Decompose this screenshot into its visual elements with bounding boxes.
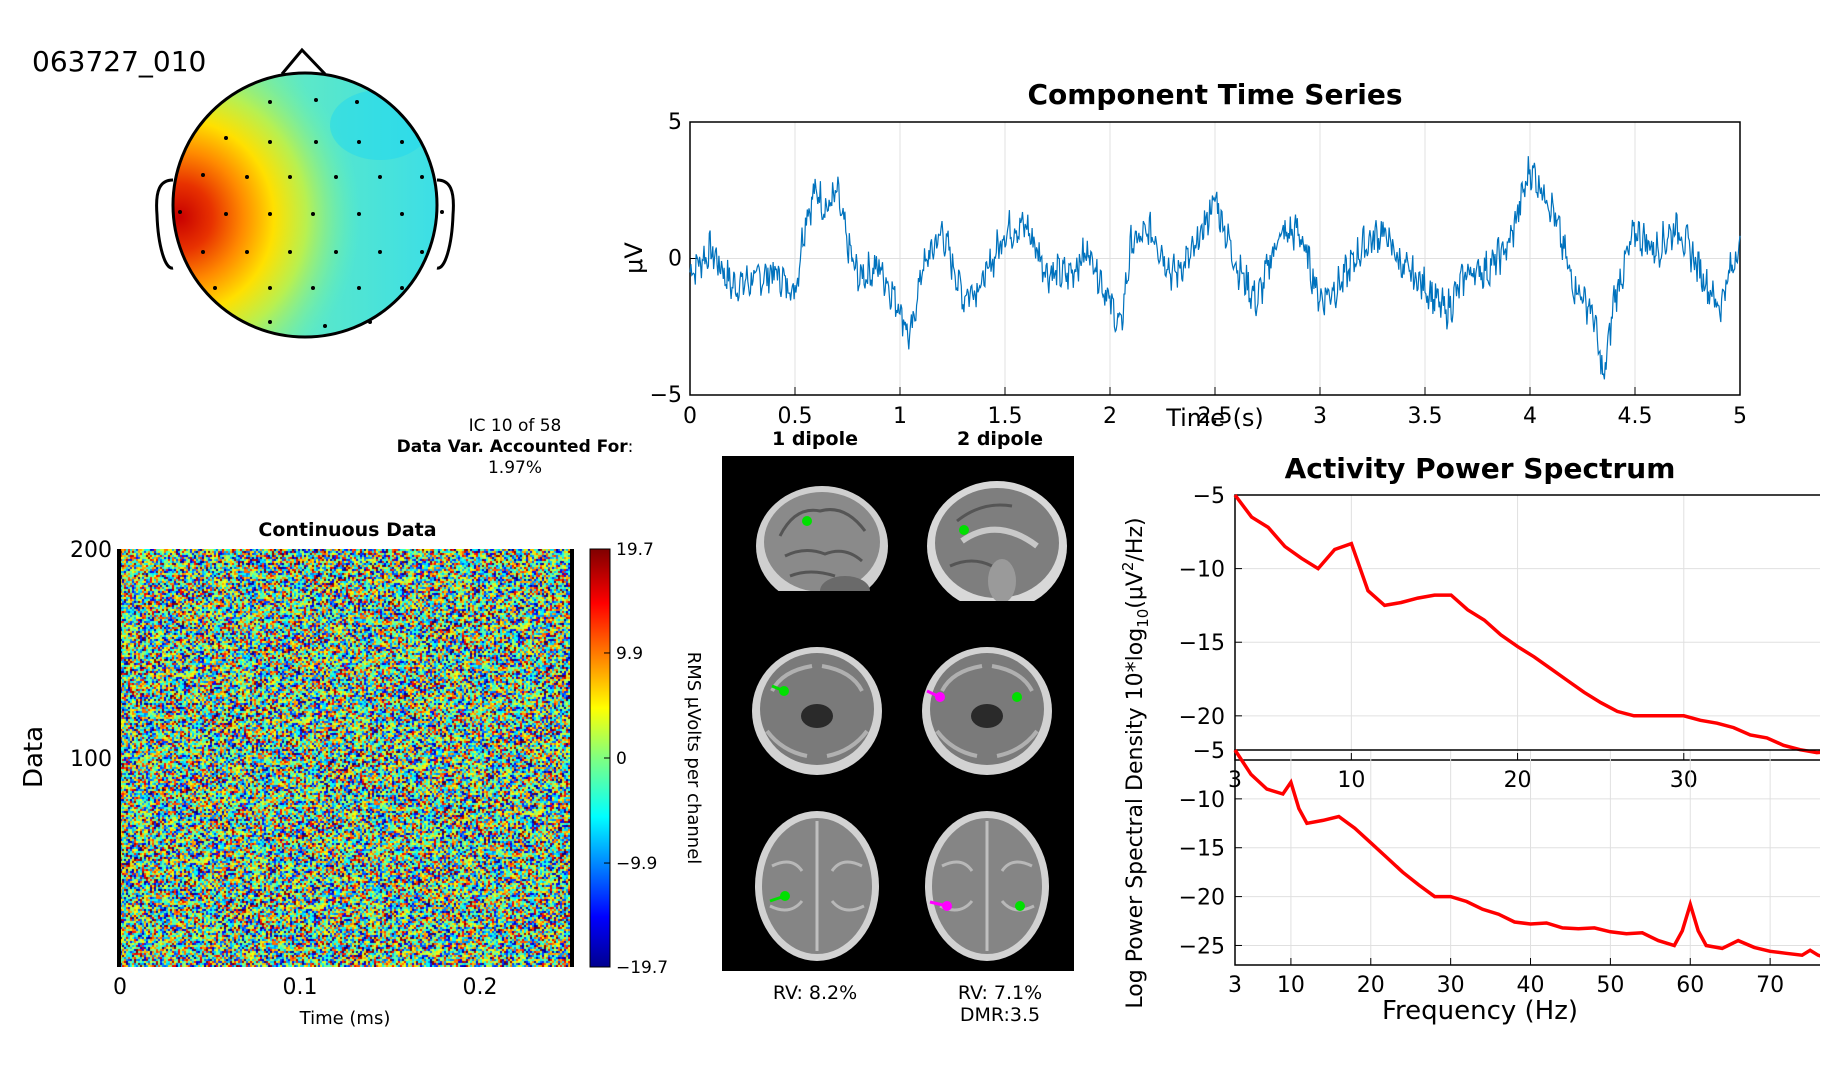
continuous-data-title: Continuous Data (258, 519, 437, 541)
axial-slice-2-dipole (925, 811, 1049, 961)
x-tick-label: 30 (1437, 973, 1465, 998)
chart-title: Component Time Series (1027, 78, 1402, 111)
y-tick-label: −10 (1179, 558, 1225, 583)
y-tick-label: −20 (1179, 705, 1225, 730)
coronal-slice-2-dipole (922, 647, 1052, 775)
chart-title: Activity Power Spectrum (1285, 452, 1676, 485)
colorbar-tick-label: −19.7 (616, 958, 668, 978)
variance-label: Data Var. Accounted For: (396, 437, 634, 457)
dipole-marker-b (942, 901, 952, 911)
x-tick-label: 2.5 (1198, 404, 1233, 429)
time-series-line (689, 156, 1741, 380)
dipole-marker (1012, 692, 1022, 702)
plot-frame (1234, 749, 1820, 966)
y-tick-label: −15 (1179, 837, 1225, 862)
colorbar-tick-label: 9.9 (616, 644, 643, 664)
heatmap-x-tick-label: 0.1 (283, 975, 318, 1000)
plot-frame (1234, 494, 1820, 761)
x-tick-label: 4 (1523, 404, 1537, 429)
colorbar-tick-label: 0 (616, 749, 627, 769)
y-tick-label: 0 (668, 247, 682, 272)
x-axis-label: Frequency (Hz) (1382, 996, 1578, 1025)
axial-slice-1-dipole (755, 811, 879, 961)
x-tick-label: 10 (1277, 973, 1305, 998)
x-tick-label: 20 (1357, 973, 1385, 998)
x-tick-label: 4.5 (1618, 404, 1653, 429)
x-tick-label: 0 (683, 404, 697, 429)
spectrum-line (1233, 493, 1820, 755)
x-tick-label: 30 (1670, 768, 1698, 793)
x-tick-label: 20 (1504, 768, 1532, 793)
dipole-brain-slices (722, 456, 1074, 971)
y-tick-label: 5 (668, 110, 682, 135)
colorbar: 19.7 9.9 0 −9.9 −19.7 RMS μVolts per channel (589, 540, 704, 978)
heatmap-y-tick-label: 200 (70, 538, 112, 563)
x-axis-label: Time (s) (1165, 404, 1264, 432)
heatmap-x-tick-label: 0 (113, 975, 127, 1000)
y-axis-label: μV (620, 242, 648, 274)
dipole-header-1: 1 dipole (771, 428, 858, 450)
dipole-header-2: 2 dipole (956, 428, 1043, 450)
variance-value: 1.97% (487, 458, 542, 478)
y-tick-label: −5 (1193, 484, 1225, 509)
x-tick-label: 3.5 (1408, 404, 1443, 429)
x-tick-label: 2 (1103, 404, 1117, 429)
component-time-series-chart: Component Time Series 0 0.5 1 1.5 2 2.5 3 3.5 4 4… (620, 78, 1747, 432)
scalp-topography-map (155, 47, 455, 339)
heatmap-x-label: Time (ms) (299, 1008, 391, 1029)
heatmap-y-label: Data (20, 726, 49, 788)
dipole-rv-1: RV: 8.2% (772, 982, 858, 1004)
x-tick-label: 40 (1517, 973, 1545, 998)
colorbar-label: RMS μVolts per channel (683, 652, 704, 865)
continuous-data-heatmap (120, 549, 570, 967)
dipole-rv-2: RV: 7.1% (957, 982, 1043, 1004)
x-tick-label: 70 (1756, 973, 1784, 998)
y-tick-label: −5 (650, 383, 682, 408)
dipole-marker (1015, 901, 1025, 911)
heatmap-right-border (570, 549, 574, 967)
dipole-orientation (771, 684, 785, 693)
heatmap-axes: 200 100 0 0.1 0.2 Data Time (ms) (20, 538, 498, 1029)
dipole-marker (802, 516, 812, 526)
y-tick-label: −10 (1179, 788, 1225, 813)
x-tick-label: 50 (1596, 973, 1624, 998)
dipole-marker (959, 525, 969, 535)
y-axis-label: Log Power Spectral Density 10*log10(μV2/… (1120, 517, 1152, 1008)
y-tick-label: −20 (1179, 886, 1225, 911)
heatmap-left-border (117, 549, 121, 967)
x-tick-label: 60 (1676, 973, 1704, 998)
sagittal-slice-1-dipole (750, 486, 890, 621)
heatmap-y-tick-label: 100 (70, 747, 112, 772)
y-tick-label: −5 (1193, 739, 1225, 764)
x-tick-label: 10 (1337, 768, 1365, 793)
ic-number: IC 10 of 58 (468, 416, 562, 436)
dipole-orientation (769, 894, 786, 903)
sagittal-slice-2-dipole (922, 481, 1072, 616)
activity-power-spectrum-charts: Activity Power Spectrum 3 10 20 30 40 −5 −10 −1… (1120, 452, 1820, 1025)
y-tick-label: −15 (1179, 631, 1225, 656)
x-tick-label: 0.5 (778, 404, 813, 429)
y-tick-label: −25 (1179, 934, 1225, 959)
dataset-id-label: 063727_010 (32, 45, 207, 78)
ic-info: IC 10 of 58 Data Var. Accounted For: 1.9… (340, 416, 690, 479)
x-tick-label: 3 (1313, 404, 1327, 429)
x-tick-label: 1 (893, 404, 907, 429)
spectrum-line (1233, 749, 1820, 958)
x-tick-label: 1.5 (988, 404, 1023, 429)
dipole-dmr-2: DMR:3.5 (959, 1004, 1041, 1026)
x-tick-label: 3 (1228, 973, 1242, 998)
dipole-marker-b (935, 692, 945, 702)
colorbar-tick-label: 19.7 (616, 540, 654, 560)
x-tick-label: 5 (1733, 404, 1747, 429)
colorbar-tick-label: −9.9 (616, 854, 657, 874)
coronal-slice-1-dipole (752, 647, 882, 775)
heatmap-x-tick-label: 0.2 (463, 975, 498, 1000)
